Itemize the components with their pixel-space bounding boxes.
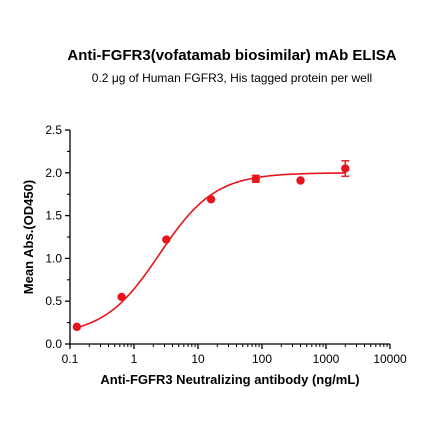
x-axis-label: Anti-FGFR3 Neutralizing antibody (ng/mL) bbox=[100, 372, 359, 387]
data-point bbox=[72, 322, 82, 332]
x-axis: 0.1 1 10 100 1000 10000 bbox=[62, 343, 407, 366]
chart-title: Anti-FGFR3(vofatamab biosimilar) mAb ELI… bbox=[67, 47, 396, 64]
data-point bbox=[117, 292, 126, 302]
data-point bbox=[206, 195, 216, 204]
y-tick-label: 2.0 bbox=[45, 166, 62, 180]
y-tick-label: 2.5 bbox=[45, 123, 62, 137]
data-points bbox=[72, 160, 350, 332]
y-tick-label: 1.0 bbox=[45, 251, 62, 265]
data-point bbox=[251, 174, 260, 183]
chart-subtitle: 0.2 μg of Human FGFR3, His tagged protei… bbox=[92, 71, 372, 85]
data-point bbox=[296, 176, 305, 185]
data-point bbox=[162, 235, 171, 244]
x-tick-label: 1000 bbox=[313, 352, 340, 366]
y-tick-label: 1.5 bbox=[45, 209, 62, 223]
y-axis-label: Mean Abs.(OD450) bbox=[21, 180, 36, 294]
y-tick-label: 0.5 bbox=[45, 294, 62, 308]
y-axis: 0.0 0.5 1.0 1.5 2.0 2.5 bbox=[45, 123, 71, 351]
data-point bbox=[341, 164, 350, 173]
x-tick-label: 1 bbox=[131, 352, 138, 366]
x-tick-label: 10000 bbox=[373, 352, 407, 366]
x-tick-label: 0.1 bbox=[62, 352, 79, 366]
y-tick-label: 0.0 bbox=[45, 337, 62, 351]
fit-curve bbox=[76, 172, 346, 329]
fit-curve-group bbox=[76, 172, 346, 329]
x-tick-label: 10 bbox=[191, 352, 205, 366]
x-tick-label: 100 bbox=[252, 352, 272, 366]
